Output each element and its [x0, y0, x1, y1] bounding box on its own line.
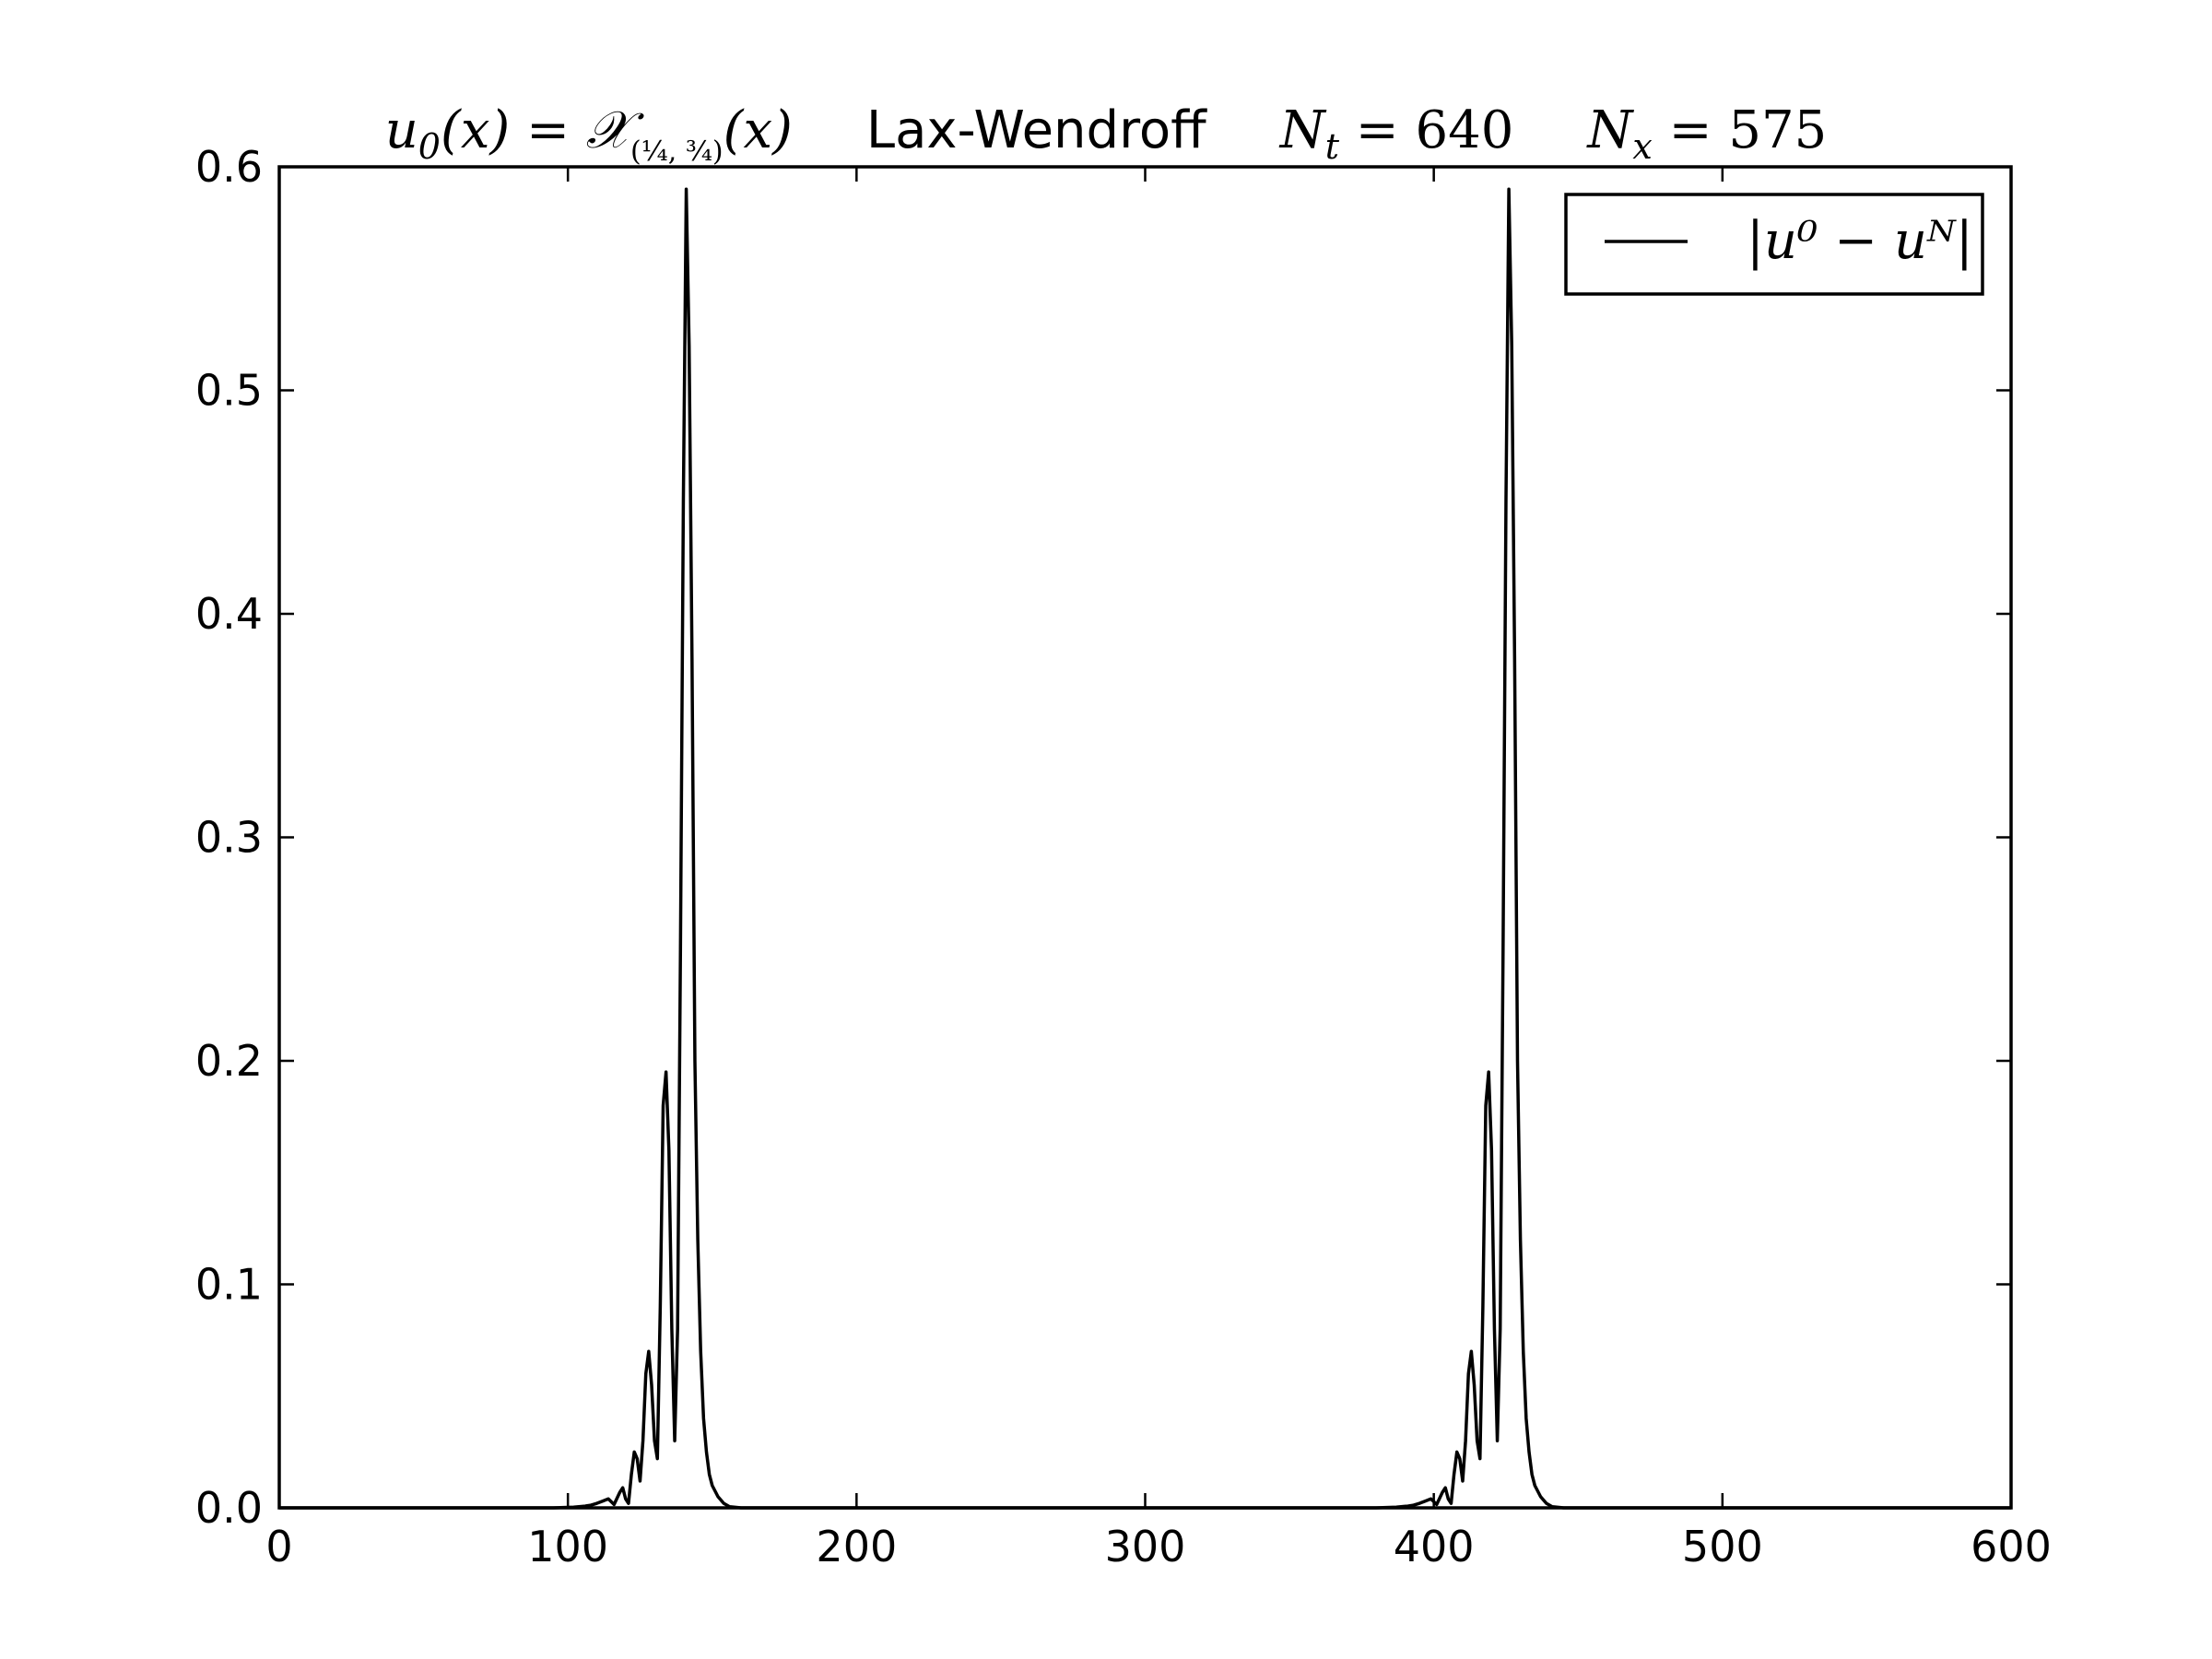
title-N-x: N — [1585, 100, 1634, 160]
title-sub-0: 0 — [418, 126, 441, 167]
x-tick-label: 500 — [1682, 1522, 1763, 1571]
x-tick-label: 200 — [816, 1522, 897, 1571]
x-tick-label: 400 — [1394, 1522, 1475, 1571]
y-tick-label: 0.4 — [195, 589, 263, 639]
legend-box — [1564, 193, 1984, 296]
title-sub-x: x — [1632, 126, 1652, 167]
x-tick-label: 300 — [1105, 1522, 1186, 1571]
title-Nt-value: = 640 — [1339, 100, 1513, 160]
title-of-x: (x) — [724, 100, 793, 160]
title-Nx-value: = 575 — [1653, 100, 1827, 160]
y-tick-label: 0.3 — [195, 813, 263, 863]
legend-label: |u⁰ − uᴺ| — [1747, 211, 1973, 271]
x-tick-label: 0 — [265, 1522, 292, 1571]
y-tick-label: 0.6 — [195, 142, 263, 192]
y-tick-label: 0.5 — [195, 366, 263, 416]
x-tick-label: 100 — [527, 1522, 608, 1571]
y-tick-label: 0.1 — [195, 1260, 263, 1310]
x-tick-label: 600 — [1971, 1522, 2052, 1571]
plot-area — [279, 167, 2011, 1508]
title-u: u — [385, 100, 418, 160]
y-tick-label: 0.2 — [195, 1036, 263, 1086]
title-method: Lax-Wendroff — [866, 100, 1207, 160]
title-sub-t: t — [1325, 126, 1340, 167]
plot-frame — [277, 165, 2013, 1510]
y-tick-label: 0.0 — [195, 1483, 263, 1533]
chart-title: u0(x) = 𝒳(¼, ¾)(x) Lax-Wendroff Nt = 640 Nx… — [385, 100, 1828, 168]
title-paren-x: (x) = — [441, 100, 586, 160]
legend: |u⁰ − uᴺ| — [1564, 193, 1984, 296]
axis-tick-labels: 0 100 200 300 400 500 600 0.0 0.1 0.2 0.3 0.4 0.5 0.6 — [195, 142, 2052, 1571]
title-N-t: N — [1278, 100, 1327, 160]
title-interval: (¼, ¾) — [630, 135, 724, 168]
